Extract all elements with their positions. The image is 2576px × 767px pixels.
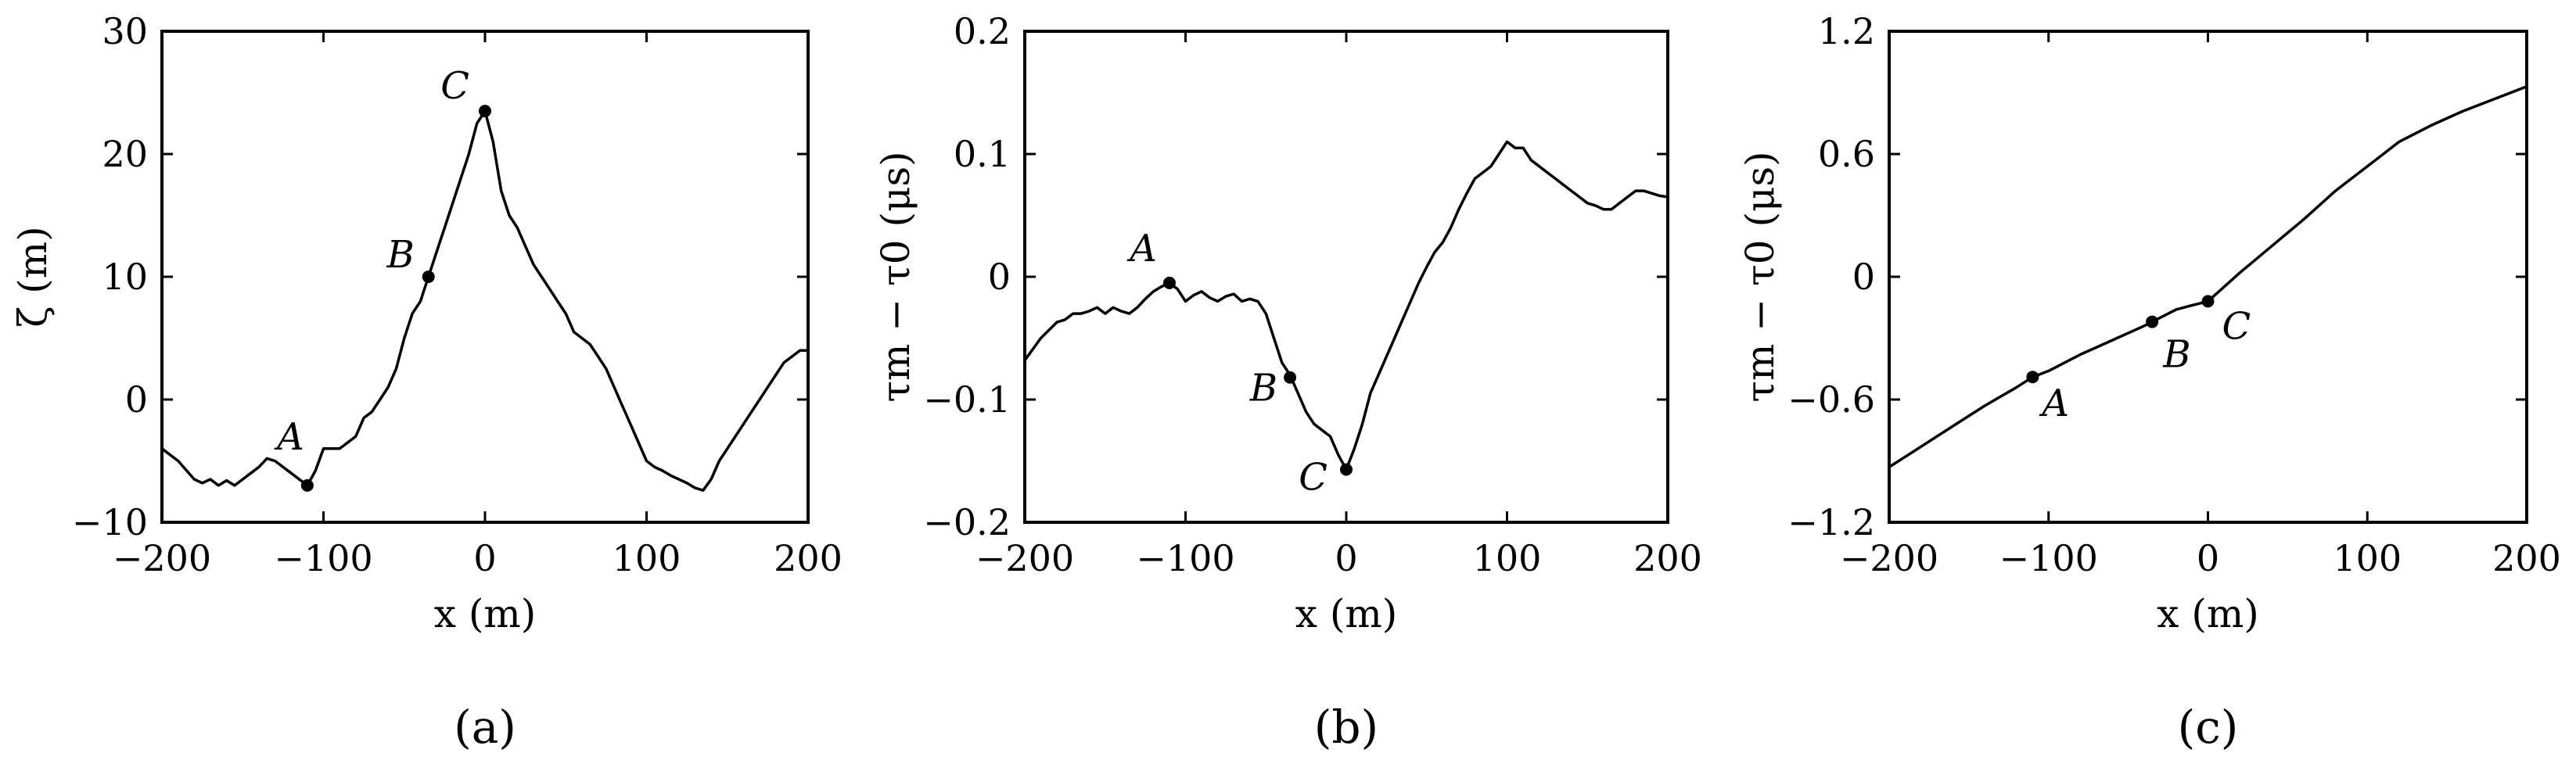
point-marker-c	[479, 105, 491, 118]
point-label-c: C	[1299, 455, 1328, 499]
series-line	[160, 109, 808, 492]
x-tick-label: −100	[274, 537, 372, 579]
x-tick-label: 100	[613, 537, 681, 579]
y-axis-label: τm − τ0 (μs)	[1737, 151, 1783, 402]
y-axis-label: ζ (m)	[10, 226, 56, 327]
chart-panel-b: −200 −100 0 100 200 −0.2 −0.1 0 0.1 0.2 x (m) τm − …	[873, 10, 1702, 754]
x-axis-label: x (m)	[434, 591, 537, 636]
y-tick-label: −0.1	[923, 378, 1011, 421]
x-tick-label: 0	[1335, 537, 1357, 579]
point-marker-c	[2201, 295, 2215, 308]
x-tick-label: 0	[473, 537, 496, 579]
y-tick-label: −1.2	[1787, 501, 1875, 543]
x-axis-label: x (m)	[1295, 591, 1398, 636]
point-marker-a	[2026, 371, 2039, 384]
point-marker-c	[1340, 463, 1353, 476]
x-tick-label: 200	[774, 537, 842, 579]
x-tick-label: −100	[1999, 537, 2098, 579]
y-tick-label: 30	[102, 10, 148, 52]
y-tick-label: −10	[72, 501, 148, 543]
point-marker-b	[1284, 371, 1297, 384]
x-tick-label: −100	[1136, 537, 1234, 579]
y-tick-label: 1.2	[1818, 10, 1875, 52]
panel-label: (a)	[454, 701, 516, 754]
y-tick-label: 0	[988, 256, 1011, 298]
x-tick-label: 100	[1473, 537, 1542, 579]
x-tick-label: −200	[113, 537, 211, 579]
plot-frame	[1023, 30, 1669, 524]
panel-label: (b)	[1314, 701, 1378, 754]
y-tick-label: 20	[102, 133, 148, 175]
x-axis-label: x (m)	[2157, 591, 2259, 636]
x-tick-label: −200	[1840, 537, 1938, 579]
point-label-c: C	[440, 64, 469, 108]
y-tick-label: 0.6	[1818, 133, 1875, 175]
panel-label: (c)	[2178, 701, 2239, 754]
point-label-b: B	[2162, 333, 2190, 377]
y-tick-label: 0.1	[954, 133, 1011, 175]
plot-frame	[1888, 30, 2528, 524]
y-axis-label: τm − τ0 (μs)	[873, 151, 918, 402]
point-label-b: B	[386, 233, 414, 277]
point-label-a: A	[2039, 382, 2069, 425]
y-tick-label: 10	[102, 256, 148, 298]
x-tick-label: −200	[975, 537, 1074, 579]
y-tick-label: 0	[125, 378, 148, 421]
y-tick-label: 0.2	[954, 10, 1011, 52]
series-line	[1023, 140, 1669, 471]
x-tick-label: 200	[1633, 537, 1702, 579]
point-label-b: B	[1249, 367, 1277, 410]
point-marker-b	[2146, 315, 2159, 328]
point-label-a: A	[1126, 227, 1157, 271]
chart-panel-c: −200 −100 0 100 200 −1.2 −0.6 0 0.6 1.2 x (m) τm − …	[1737, 10, 2561, 754]
point-label-a: A	[274, 415, 304, 459]
x-tick-label: 200	[2492, 537, 2561, 579]
point-label-c: C	[2222, 304, 2251, 348]
series-line	[1888, 84, 2527, 468]
y-tick-label: 0	[1852, 256, 1875, 298]
point-marker-a	[1162, 276, 1176, 289]
y-tick-label: −0.6	[1787, 378, 1875, 421]
x-tick-label: 100	[2333, 537, 2402, 579]
y-tick-label: −0.2	[923, 501, 1011, 543]
point-marker-b	[422, 271, 435, 283]
x-tick-label: 0	[2197, 537, 2219, 579]
point-marker-a	[300, 478, 314, 492]
